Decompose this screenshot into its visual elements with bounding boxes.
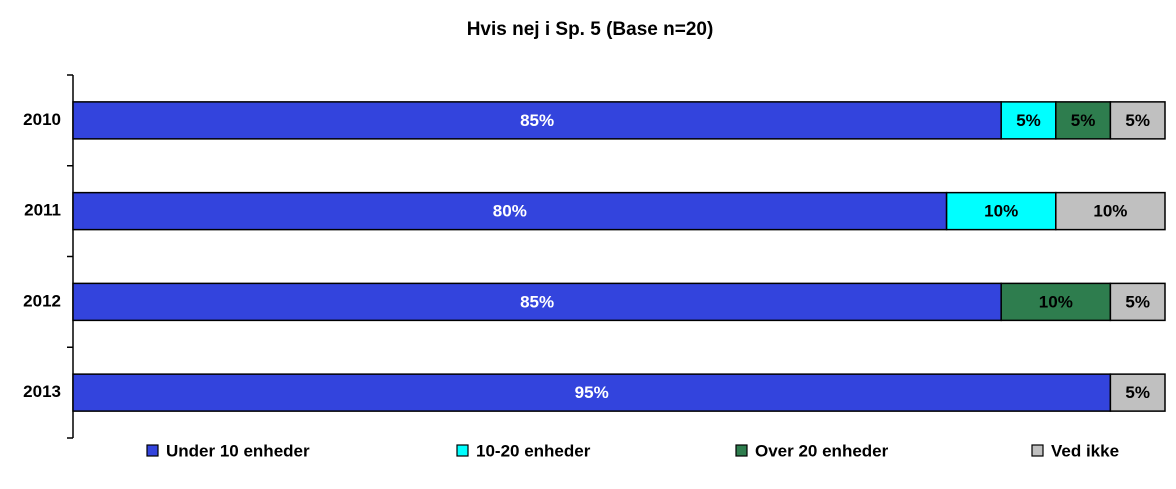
chart-title: Hvis nej i Sp. 5 (Base n=20)	[467, 19, 714, 40]
bar-segment	[1000, 282, 1112, 322]
bar-segment	[1109, 373, 1166, 412]
value-label: 10%	[1039, 292, 1073, 311]
bar-segment	[72, 373, 1112, 412]
value-label: 5%	[1125, 111, 1150, 130]
legend-swatch	[735, 444, 748, 457]
bar-segment	[945, 191, 1057, 231]
value-label: 5%	[1125, 292, 1150, 311]
bar-segment	[1109, 282, 1166, 322]
y-tick-label: 2010	[23, 110, 61, 129]
value-label: 10%	[984, 202, 1018, 221]
value-label: 85%	[520, 292, 554, 311]
y-tick-label: 2011	[24, 201, 61, 220]
value-label: 95%	[575, 383, 609, 402]
legend-swatch	[146, 444, 159, 457]
legend-label: Over 20 enheder	[755, 441, 889, 460]
value-label: 5%	[1016, 111, 1041, 130]
legend-label: Under 10 enheder	[166, 441, 310, 460]
bar-segment	[72, 282, 1002, 322]
bar-segment	[1109, 101, 1166, 140]
bar-segment	[72, 191, 948, 231]
value-label: 5%	[1125, 383, 1150, 402]
value-label: 85%	[520, 111, 554, 130]
y-tick-label: 2013	[23, 382, 61, 401]
y-tick-label: 2012	[23, 291, 61, 310]
bar-segment	[1055, 191, 1166, 231]
legend-label: 10-20 enheder	[476, 441, 591, 460]
value-label: 5%	[1071, 111, 1096, 130]
bar-segment	[72, 101, 1002, 140]
legend-swatch	[1031, 444, 1044, 457]
value-label: 80%	[493, 202, 527, 221]
legend-swatch	[456, 444, 469, 457]
legend-label: Ved ikke	[1051, 441, 1119, 460]
value-label: 10%	[1093, 202, 1127, 221]
